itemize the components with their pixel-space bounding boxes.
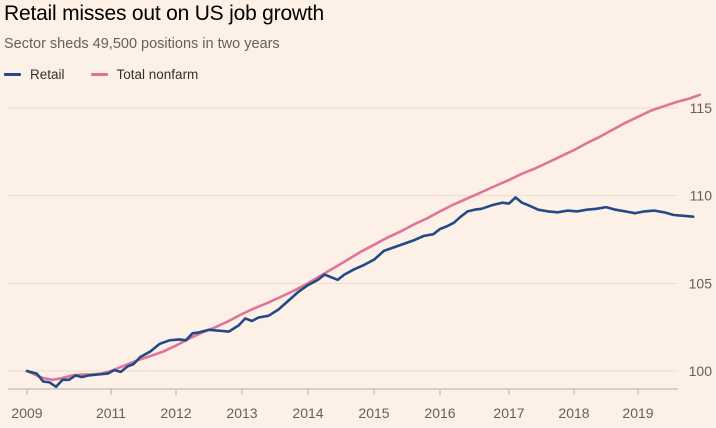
- y-tick-label-105: 105: [689, 275, 713, 291]
- series-line-retail: [25, 196, 695, 389]
- legend-item-total-nonfarm: Total nonfarm: [90, 67, 199, 82]
- y-tick-label-115: 115: [690, 100, 713, 116]
- x-tick-label-2014: 2014: [292, 405, 323, 421]
- legend-label-total-nonfarm: Total nonfarm: [116, 67, 199, 82]
- y-tick-label-100: 100: [689, 363, 713, 379]
- legend-swatch-retail: [4, 73, 21, 76]
- chart-title: Retail misses out on US job growth: [4, 2, 325, 25]
- x-tick-label-2012: 2012: [160, 405, 191, 421]
- x-tick-label-2019: 2019: [622, 405, 653, 421]
- chart-subtitle: Sector sheds 49,500 positions in two yea…: [4, 36, 280, 52]
- x-tick-label-2011: 2011: [96, 405, 126, 421]
- series-line-total-nonfarm: [25, 93, 702, 382]
- legend-label-retail: Retail: [30, 67, 65, 82]
- x-tick-label-2009: 2009: [11, 405, 42, 421]
- legend: Retail Total nonfarm: [4, 67, 224, 82]
- y-tick-label-110: 110: [690, 188, 713, 204]
- legend-swatch-total-nonfarm: [90, 73, 108, 76]
- x-tick-label-2016: 2016: [424, 405, 455, 421]
- legend-item-retail: Retail: [4, 67, 65, 82]
- x-tick-label-2013: 2013: [226, 405, 257, 421]
- x-tick-label-2015: 2015: [358, 405, 389, 421]
- x-tick-label-2018: 2018: [558, 405, 589, 421]
- x-tick-label-2017: 2017: [493, 405, 524, 421]
